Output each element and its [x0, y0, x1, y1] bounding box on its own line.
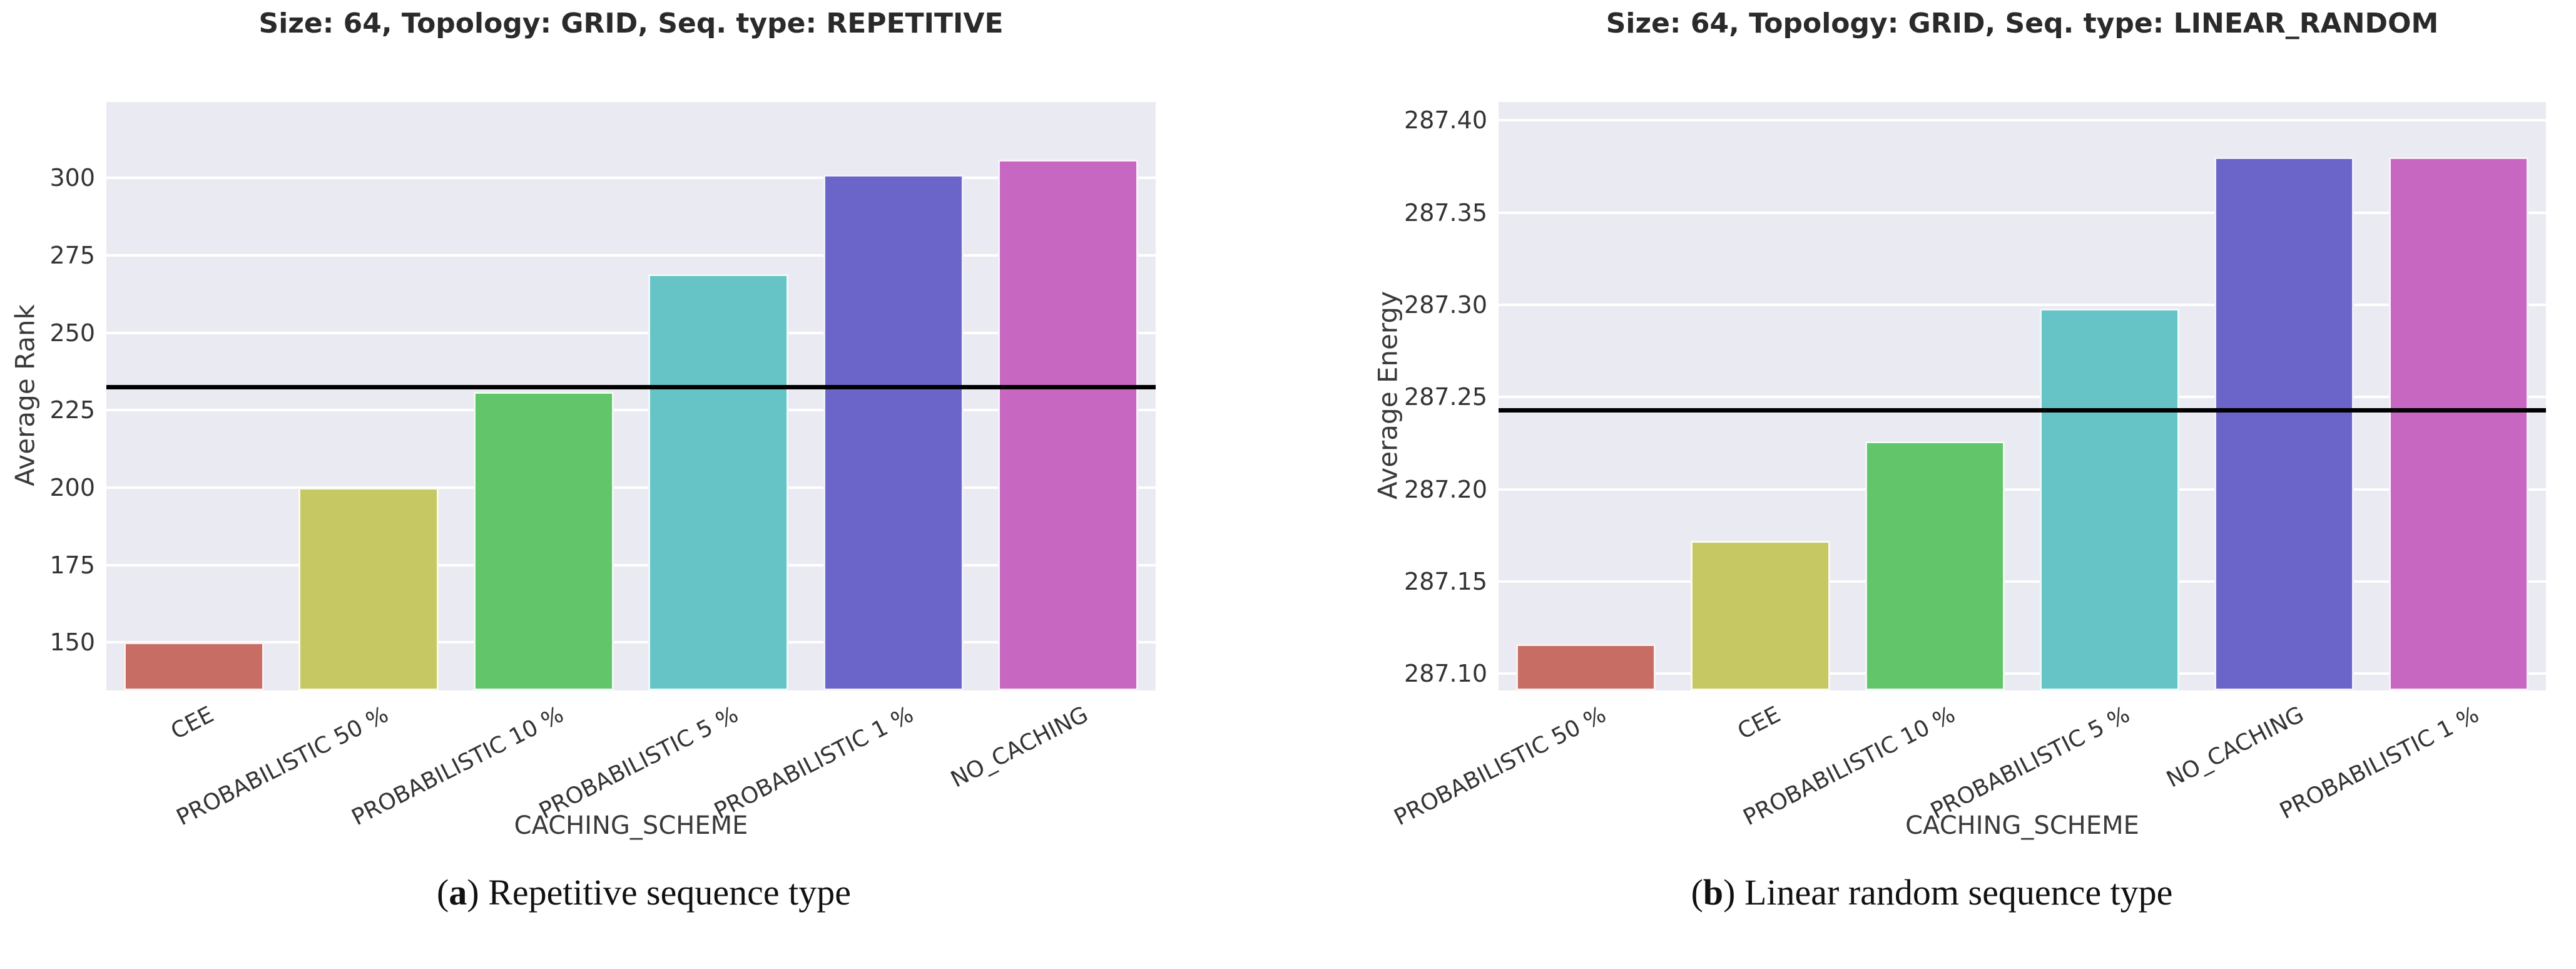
- caption-paren-close: ): [1723, 872, 1736, 913]
- caption-letter: a: [449, 872, 467, 913]
- gridline: [106, 563, 1156, 567]
- x-tick-label: CEE: [1733, 702, 1785, 745]
- gridline: [1499, 672, 2546, 675]
- bar-cee: [123, 642, 264, 690]
- gridline: [106, 331, 1156, 334]
- x-tick-label: PROBABILISTIC 5 %: [535, 702, 743, 824]
- chart-title-a: Size: 64, Topology: GRID, Seq. type: REP…: [258, 8, 1004, 39]
- bar-probabilistic-10: [1865, 441, 2005, 690]
- caption-text: Repetitive sequence type: [479, 872, 851, 913]
- y-tick-label: 287.15: [1404, 568, 1487, 596]
- reference-line: [1499, 408, 2546, 413]
- y-tick-label: 287.40: [1404, 106, 1487, 135]
- subfigure-a: Size: 64, Topology: GRID, Seq. type: REP…: [0, 8, 1288, 913]
- y-tick-label: 200: [49, 473, 95, 501]
- caption-paren-open: (: [1691, 872, 1703, 913]
- x-axis-label: CACHING_SCHEME: [1905, 811, 2139, 840]
- plot-area: [106, 102, 1156, 690]
- bar-cee: [1690, 541, 1831, 690]
- y-tick-label: 287.35: [1404, 198, 1487, 227]
- bar-probabilistic-1: [823, 175, 964, 690]
- gridline: [106, 486, 1156, 489]
- bar-probabilistic-5: [648, 274, 789, 690]
- bar-no-caching: [998, 159, 1139, 690]
- caption-letter: b: [1703, 872, 1724, 913]
- gridline: [106, 254, 1156, 257]
- y-tick-label: 300: [49, 164, 95, 192]
- x-tick-label: PROBABILISTIC 1 %: [710, 702, 918, 824]
- x-tick-label: PROBABILISTIC 5 %: [1926, 702, 2134, 824]
- subfigure-b: Size: 64, Topology: GRID, Seq. type: LIN…: [1288, 0, 2576, 969]
- y-tick-label: 287.25: [1404, 383, 1487, 411]
- bar-probabilistic-1: [2388, 157, 2529, 690]
- bar-probabilistic-50: [1515, 644, 1656, 690]
- gridline: [1499, 119, 2546, 122]
- bar-no-caching: [2214, 157, 2355, 690]
- caption-paren-close: ): [467, 872, 479, 913]
- y-tick-label: 287.10: [1404, 660, 1487, 688]
- y-tick-label: 287.30: [1404, 291, 1487, 319]
- chart-title-b: Size: 64, Topology: GRID, Seq. type: LIN…: [1606, 8, 2439, 39]
- gridline: [1499, 304, 2546, 307]
- caption-text: Linear random sequence type: [1735, 872, 2173, 913]
- gridline: [1499, 396, 2546, 399]
- gridline: [106, 409, 1156, 412]
- gridline: [106, 641, 1156, 644]
- gridline: [1499, 488, 2546, 491]
- caption-b: (b) Linear random sequence type: [1288, 871, 2576, 913]
- y-tick-label: 287.20: [1404, 475, 1487, 503]
- caption-paren-open: (: [437, 872, 449, 913]
- y-tick-label: 175: [49, 551, 95, 579]
- y-tick-label: 275: [49, 241, 95, 269]
- x-axis-label: CACHING_SCHEME: [514, 811, 748, 840]
- gridline: [1499, 580, 2546, 583]
- x-tick-label: NO_CACHING: [2162, 702, 2309, 793]
- reference-line: [106, 385, 1156, 390]
- y-tick-label: 225: [49, 396, 95, 424]
- bar-probabilistic-10: [473, 391, 614, 690]
- gridline: [106, 177, 1156, 180]
- plot-area: [1499, 102, 2546, 690]
- gridline: [1499, 211, 2546, 214]
- bar-probabilistic-50: [298, 487, 439, 690]
- y-tick-label: 250: [49, 319, 95, 347]
- caption-a: (a) Repetitive sequence type: [0, 871, 1288, 913]
- y-tick-label: 150: [49, 628, 95, 657]
- x-tick-label: CEE: [166, 702, 218, 745]
- x-tick-label: NO_CACHING: [947, 702, 1092, 793]
- bar-probabilistic-5: [2039, 309, 2180, 690]
- x-tick-label: PROBABILISTIC 1 %: [2275, 702, 2483, 824]
